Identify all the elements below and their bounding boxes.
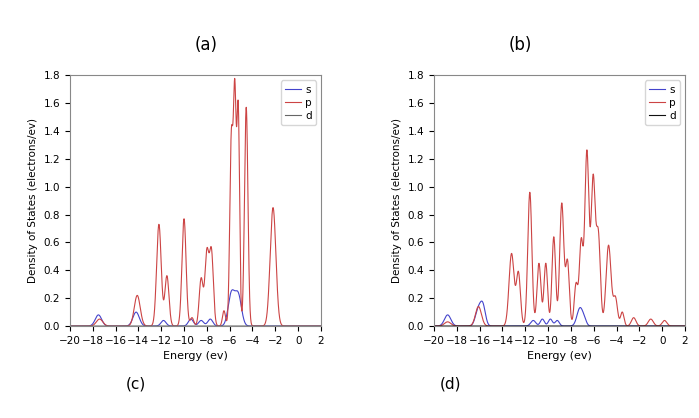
- Line: s: s: [434, 301, 685, 326]
- d: [111, 324, 120, 329]
- Line: s: s: [70, 290, 321, 326]
- p: [593, 224, 601, 229]
- p: [580, 218, 589, 223]
- d: [636, 324, 644, 329]
- s: [229, 287, 237, 292]
- p: [231, 76, 239, 81]
- X-axis label: Energy (ev): Energy (ev): [527, 351, 592, 361]
- d: [161, 324, 170, 329]
- p: [317, 324, 325, 329]
- s: [216, 324, 224, 329]
- Text: (d): (d): [440, 377, 461, 392]
- s: [477, 298, 486, 303]
- p: [526, 190, 534, 195]
- p: [216, 323, 224, 328]
- s: [253, 324, 261, 329]
- d: [66, 324, 74, 329]
- Text: (b): (b): [509, 36, 533, 54]
- Legend: s, p, d: s, p, d: [645, 80, 680, 125]
- s: [430, 324, 438, 329]
- Y-axis label: Density of States (electrons/ev): Density of States (electrons/ev): [28, 118, 38, 283]
- s: [593, 324, 601, 329]
- p: [272, 264, 280, 269]
- s: [272, 324, 280, 329]
- p: [583, 148, 591, 153]
- d: [430, 324, 438, 329]
- d: [216, 324, 224, 329]
- p: [617, 311, 626, 316]
- p: [681, 324, 689, 329]
- s: [229, 288, 238, 293]
- s: [636, 324, 644, 329]
- p: [66, 324, 74, 329]
- s: [526, 321, 534, 326]
- s: [111, 324, 120, 329]
- s: [317, 324, 325, 329]
- d: [229, 324, 238, 329]
- Legend: s, p, d: s, p, d: [281, 80, 316, 125]
- p: [636, 324, 644, 329]
- d: [272, 324, 280, 329]
- d: [475, 324, 484, 329]
- d: [593, 324, 601, 329]
- p: [111, 324, 120, 329]
- d: [253, 324, 261, 329]
- s: [161, 320, 170, 325]
- p: [161, 279, 170, 284]
- X-axis label: Energy (ev): Energy (ev): [163, 351, 228, 361]
- d: [526, 324, 534, 329]
- d: [681, 324, 689, 329]
- p: [253, 324, 261, 329]
- Line: p: p: [434, 150, 685, 326]
- s: [580, 314, 589, 319]
- Text: (c): (c): [127, 377, 146, 392]
- Y-axis label: Density of States (electrons/ev): Density of States (electrons/ev): [392, 118, 402, 283]
- p: [475, 305, 484, 310]
- s: [681, 324, 689, 329]
- Line: p: p: [70, 79, 321, 326]
- d: [580, 324, 589, 329]
- p: [229, 115, 238, 120]
- s: [617, 324, 626, 329]
- Text: (a): (a): [195, 36, 217, 54]
- s: [475, 301, 484, 306]
- d: [617, 324, 626, 329]
- s: [66, 324, 74, 329]
- d: [317, 324, 325, 329]
- p: [430, 324, 438, 329]
